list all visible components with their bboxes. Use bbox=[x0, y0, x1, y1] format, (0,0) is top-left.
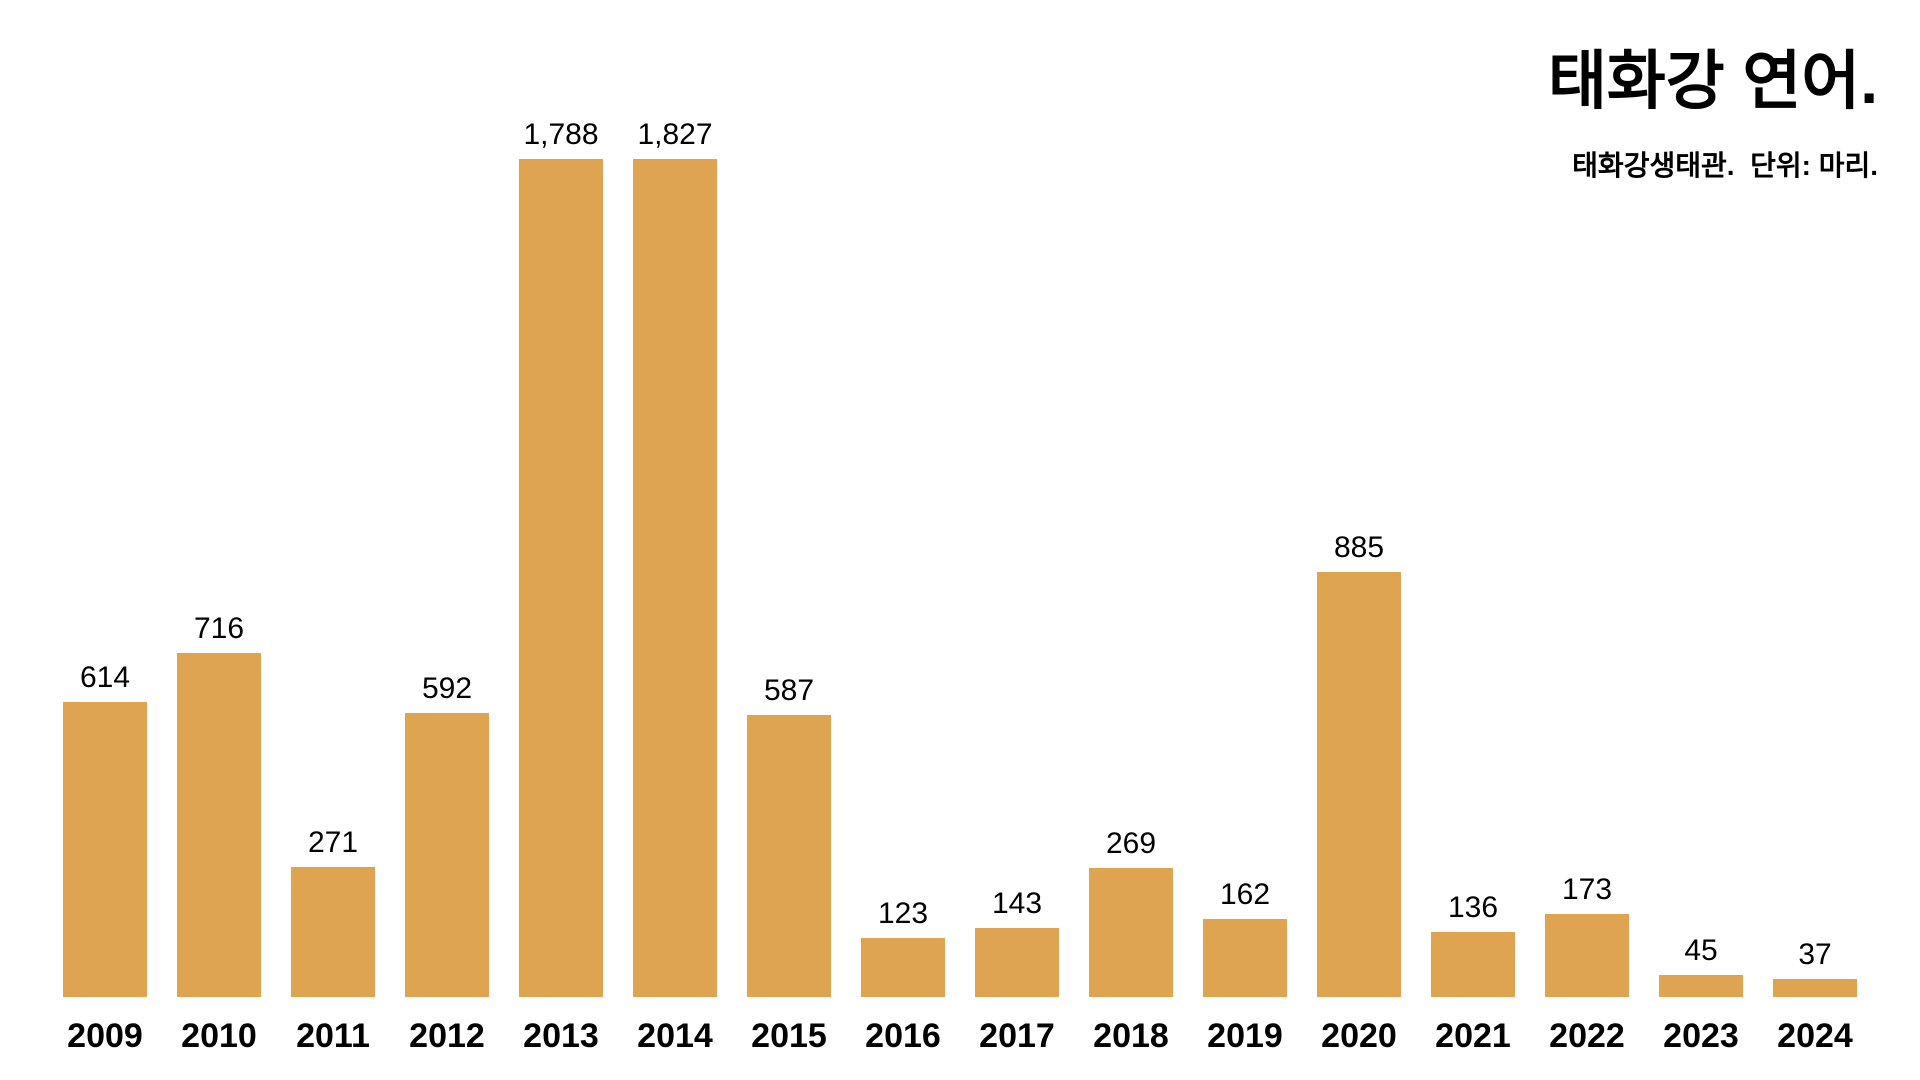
bar-value-label: 885 bbox=[1333, 531, 1385, 564]
bar-column: 1,827 bbox=[633, 120, 717, 997]
x-axis-label: 2014 bbox=[637, 1017, 713, 1055]
bar bbox=[975, 928, 1059, 997]
x-axis-label: 2015 bbox=[751, 1017, 827, 1055]
bar-value-label: 162 bbox=[1219, 878, 1271, 911]
bar-value-label: 37 bbox=[1798, 938, 1832, 971]
bar bbox=[1431, 932, 1515, 997]
bar-value-label: 269 bbox=[1105, 827, 1157, 860]
bar bbox=[633, 159, 717, 997]
bar-column: 587 bbox=[747, 120, 831, 997]
bar-column: 716 bbox=[177, 120, 261, 997]
bar-value-label: 1,788 bbox=[523, 118, 599, 151]
bar-value-label: 614 bbox=[79, 661, 131, 694]
bar bbox=[1089, 868, 1173, 997]
bar-column: 269 bbox=[1089, 120, 1173, 997]
bar bbox=[1203, 919, 1287, 997]
x-axis-label: 2009 bbox=[67, 1017, 143, 1055]
bar bbox=[1659, 975, 1743, 997]
x-axis-label: 2011 bbox=[296, 1017, 370, 1055]
bar bbox=[291, 867, 375, 997]
bar-column: 885 bbox=[1317, 120, 1401, 997]
bar bbox=[861, 938, 945, 997]
x-axis-label: 2022 bbox=[1549, 1017, 1625, 1055]
bar-column: 1,788 bbox=[519, 120, 603, 997]
x-axis-label: 2023 bbox=[1663, 1017, 1739, 1055]
x-axis-label: 2017 bbox=[979, 1017, 1055, 1055]
bar-value-label: 173 bbox=[1561, 873, 1613, 906]
x-axis-label: 2024 bbox=[1777, 1017, 1853, 1055]
bar-chart-plot-area: 614 716 271 592 1,788 1,827 587 123 143 269 162 885… bbox=[63, 120, 1857, 997]
x-axis-label: 2016 bbox=[865, 1017, 941, 1055]
bar-column: 162 bbox=[1203, 120, 1287, 997]
bar-column: 271 bbox=[291, 120, 375, 997]
x-axis: 2009 2010 2011 2012 2013 2014 2015 2016 2017 2018… bbox=[63, 1019, 1857, 1053]
bar-value-label: 123 bbox=[877, 897, 929, 930]
bar-column: 136 bbox=[1431, 120, 1515, 997]
bar bbox=[747, 715, 831, 997]
chart-title: 태화강 연어. bbox=[1548, 45, 1878, 117]
bar-column: 614 bbox=[63, 120, 147, 997]
x-axis-label: 2010 bbox=[181, 1017, 257, 1055]
x-axis-label: 2021 bbox=[1435, 1017, 1511, 1055]
bar-column: 143 bbox=[975, 120, 1059, 997]
x-axis-label: 2020 bbox=[1321, 1017, 1397, 1055]
bar bbox=[1317, 572, 1401, 997]
chart-subtitle: 태화강생태관. 단위: 마리. bbox=[1572, 150, 1878, 182]
bar-value-label: 716 bbox=[193, 612, 245, 645]
x-axis-label: 2018 bbox=[1093, 1017, 1169, 1055]
bar-value-label: 271 bbox=[307, 826, 359, 859]
bar-value-label: 136 bbox=[1447, 891, 1499, 924]
bar bbox=[177, 653, 261, 997]
bar-value-label: 587 bbox=[763, 674, 815, 707]
x-axis-label: 2013 bbox=[523, 1017, 599, 1055]
bar bbox=[519, 159, 603, 997]
bar bbox=[63, 702, 147, 997]
bar-column: 123 bbox=[861, 120, 945, 997]
bar-column: 592 bbox=[405, 120, 489, 997]
bar-value-label: 592 bbox=[421, 672, 473, 705]
bar bbox=[1545, 914, 1629, 997]
x-axis-label: 2012 bbox=[409, 1017, 485, 1055]
bar bbox=[1773, 979, 1857, 997]
bar bbox=[405, 713, 489, 997]
bar-value-label: 45 bbox=[1684, 934, 1718, 967]
bar-value-label: 143 bbox=[991, 887, 1043, 920]
bar-column: 173 bbox=[1545, 120, 1629, 997]
bar-column: 45 bbox=[1659, 120, 1743, 997]
chart-header: 태화강 연어. 태화강생태관. 단위: 마리. bbox=[1548, 46, 1878, 184]
x-axis-label: 2019 bbox=[1207, 1017, 1283, 1055]
bar-value-label: 1,827 bbox=[637, 118, 713, 151]
bar-column: 37 bbox=[1773, 120, 1857, 997]
